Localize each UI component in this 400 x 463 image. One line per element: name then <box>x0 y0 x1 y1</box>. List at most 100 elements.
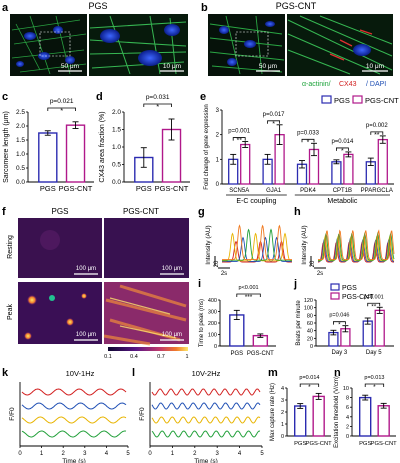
legend-j-swatch-pgscnt <box>330 292 340 300</box>
bar-e-PPARGCLA-1 <box>377 138 388 185</box>
pacing-k-plot: F/F0 Time (s) 0 1 2 3 4 5 <box>9 382 130 463</box>
pacing-k-xtick-label: 3 <box>83 451 87 457</box>
calcium-pgscnt-peak: 100 μm <box>103 282 189 346</box>
pacing-k-trace-1 <box>21 402 127 410</box>
chart-m-ylabel: Max capture rate (Hz) <box>270 383 276 441</box>
micrograph-b-left: 50 μm <box>208 14 285 76</box>
chart-e-4-bracket <box>370 131 384 135</box>
bar-c-0 <box>38 132 58 183</box>
panel-letter-d: d <box>96 91 103 103</box>
chart-e-gene-expression: 0 1 2 3 Fold change of gene expression p=0.00… <box>204 104 394 205</box>
pacing-l-xtick-label: 2 <box>193 451 197 457</box>
chart-e-0-pvalue: p=0.001 <box>228 129 251 135</box>
chart-e-2-bracket <box>301 138 315 143</box>
panel-letter-n: n <box>334 367 341 379</box>
pacing-k-xtick-label: 1 <box>40 451 44 457</box>
micrograph-title-pgscnt: PGS-CNT <box>276 1 317 11</box>
chart-n-ylabel: Excitation threshold (V/cm) <box>334 376 340 448</box>
chart-j-ytick-label: 40 <box>307 329 313 335</box>
chart-c-ytick-label: 1.0 <box>16 151 25 158</box>
chart-d-ytick-label: 2.0 <box>112 109 121 116</box>
panel-letter-b: b <box>201 2 208 14</box>
chart-d-ytick-label: 0.0 <box>112 179 121 186</box>
chart-n-star: * <box>373 384 376 391</box>
xtick-label-d-0: PGS <box>136 184 152 193</box>
pacing-l-trace-1 <box>151 402 261 410</box>
chart-i-pvalue: p<0.001 <box>239 285 259 291</box>
panel-letter-e: e <box>200 91 206 103</box>
chart-e-ytick-label: 2 <box>216 133 220 139</box>
chart-j-ytick-label: 100 <box>304 306 313 312</box>
chart-n-ytick-label: 8 <box>346 396 349 402</box>
scale-label-f4: 100 μm <box>162 332 182 338</box>
h-trace-2 <box>318 234 395 262</box>
legend-cx43: CX43 <box>339 81 357 88</box>
pacing-k-xtick-label: 0 <box>18 451 22 457</box>
chart-j-1-pvalue: p=0.001 <box>364 294 384 300</box>
traces-h-lines <box>318 229 395 263</box>
bar-e-SCN5A-1 <box>240 143 251 185</box>
row-label-resting: Resting <box>7 235 14 259</box>
legend-j: PGS PGS-CNT <box>330 283 374 301</box>
pacing-l-ylabel: F/F0 <box>139 407 146 421</box>
chart-m-ytick-label: 0 <box>281 434 284 440</box>
panel-letter-m: m <box>268 367 278 379</box>
xtick-label-c-0: PGS <box>40 184 56 193</box>
chart-e-1-pvalue: p=0.017 <box>263 112 286 118</box>
xtick-label-d-1: PGS-CNT <box>155 184 189 193</box>
chart-j-ytick-label: 80 <box>307 313 313 319</box>
chart-e-1-bracket <box>267 120 280 124</box>
bar-n-1 <box>377 405 390 437</box>
legend-actinin: α-actinin/ <box>302 81 331 88</box>
h-trace-0 <box>318 241 394 263</box>
pacing-l-xtick-label: 1 <box>171 451 175 457</box>
pacing-l-xtick-label: 0 <box>148 451 152 457</box>
xtick-label-c-1: PGS-CNT <box>59 184 93 193</box>
chart-d-star: * <box>156 102 159 111</box>
chart-n-pvalue: p=0.013 <box>364 375 384 381</box>
legend-dapi: / DAPI <box>366 81 386 88</box>
g-trace-4 <box>222 224 292 261</box>
pacing-k-trace-2 <box>21 416 127 424</box>
chart-c-ytick-label: 2.5 <box>16 109 25 116</box>
chart-n-ytick-label: 10 <box>343 386 349 392</box>
chart-c-ytick-label: 0.0 <box>16 179 25 186</box>
chart-e-2-star: * <box>307 139 310 146</box>
chart-i-ytick-label: 300 <box>208 310 217 316</box>
pacing-l-trace-2 <box>151 416 261 424</box>
chart-d-ytick-label: 1.0 <box>112 144 121 151</box>
xtick-label-i-0: PGS <box>230 351 243 357</box>
legend-swatch-pgs <box>321 95 332 104</box>
chart-j-ytick-label: 0 <box>310 344 313 350</box>
legend-j-swatch-pgs <box>330 283 340 291</box>
chart-i-ylabel: Time to peak (ms) <box>199 299 205 347</box>
chart-d-ylabel: CX43 area fraction (%) <box>99 111 106 182</box>
group-label-ec: E-C coupling <box>236 198 276 205</box>
chart-d-pvalue: p=0.031 <box>146 94 170 101</box>
scale-label-f2: 100 μm <box>162 266 182 272</box>
pacing-l-trace-0 <box>151 388 261 396</box>
pacing-k-title: 10V-1Hz <box>66 369 95 378</box>
micrograph-b-right-scale: 10 μm <box>362 63 388 72</box>
chart-i-ytick-label: 0 <box>214 344 217 350</box>
panel-letter-l: l <box>132 367 135 379</box>
trace-g-tick: 20 <box>214 260 220 267</box>
legend-label-pgs: PGS <box>334 96 350 105</box>
micrograph-b-right <box>287 14 393 76</box>
trace-g-xscale: 2s <box>221 271 227 277</box>
scale-label-a-right: 10 μm <box>163 63 181 70</box>
chart-e-ylabel: Fold change of gene expression <box>204 104 210 189</box>
chart-c-bracket <box>47 107 76 111</box>
pacing-l-title: 10V-2Hz <box>192 369 221 378</box>
chart-n-ytick-label: 2 <box>346 424 349 430</box>
pacing-k-xtick-label: 2 <box>62 451 66 457</box>
chart-n-ytick-label: 6 <box>346 405 349 411</box>
panel-letter-f: f <box>2 206 6 218</box>
chart-i-ytick-label: 200 <box>208 321 217 327</box>
panel-letter-j: j <box>293 278 297 290</box>
xtick-label-j-0: Day 3 <box>332 350 348 356</box>
legend-e: PGS PGS-CNT <box>321 95 399 105</box>
chart-e-0-bracket <box>232 137 246 141</box>
